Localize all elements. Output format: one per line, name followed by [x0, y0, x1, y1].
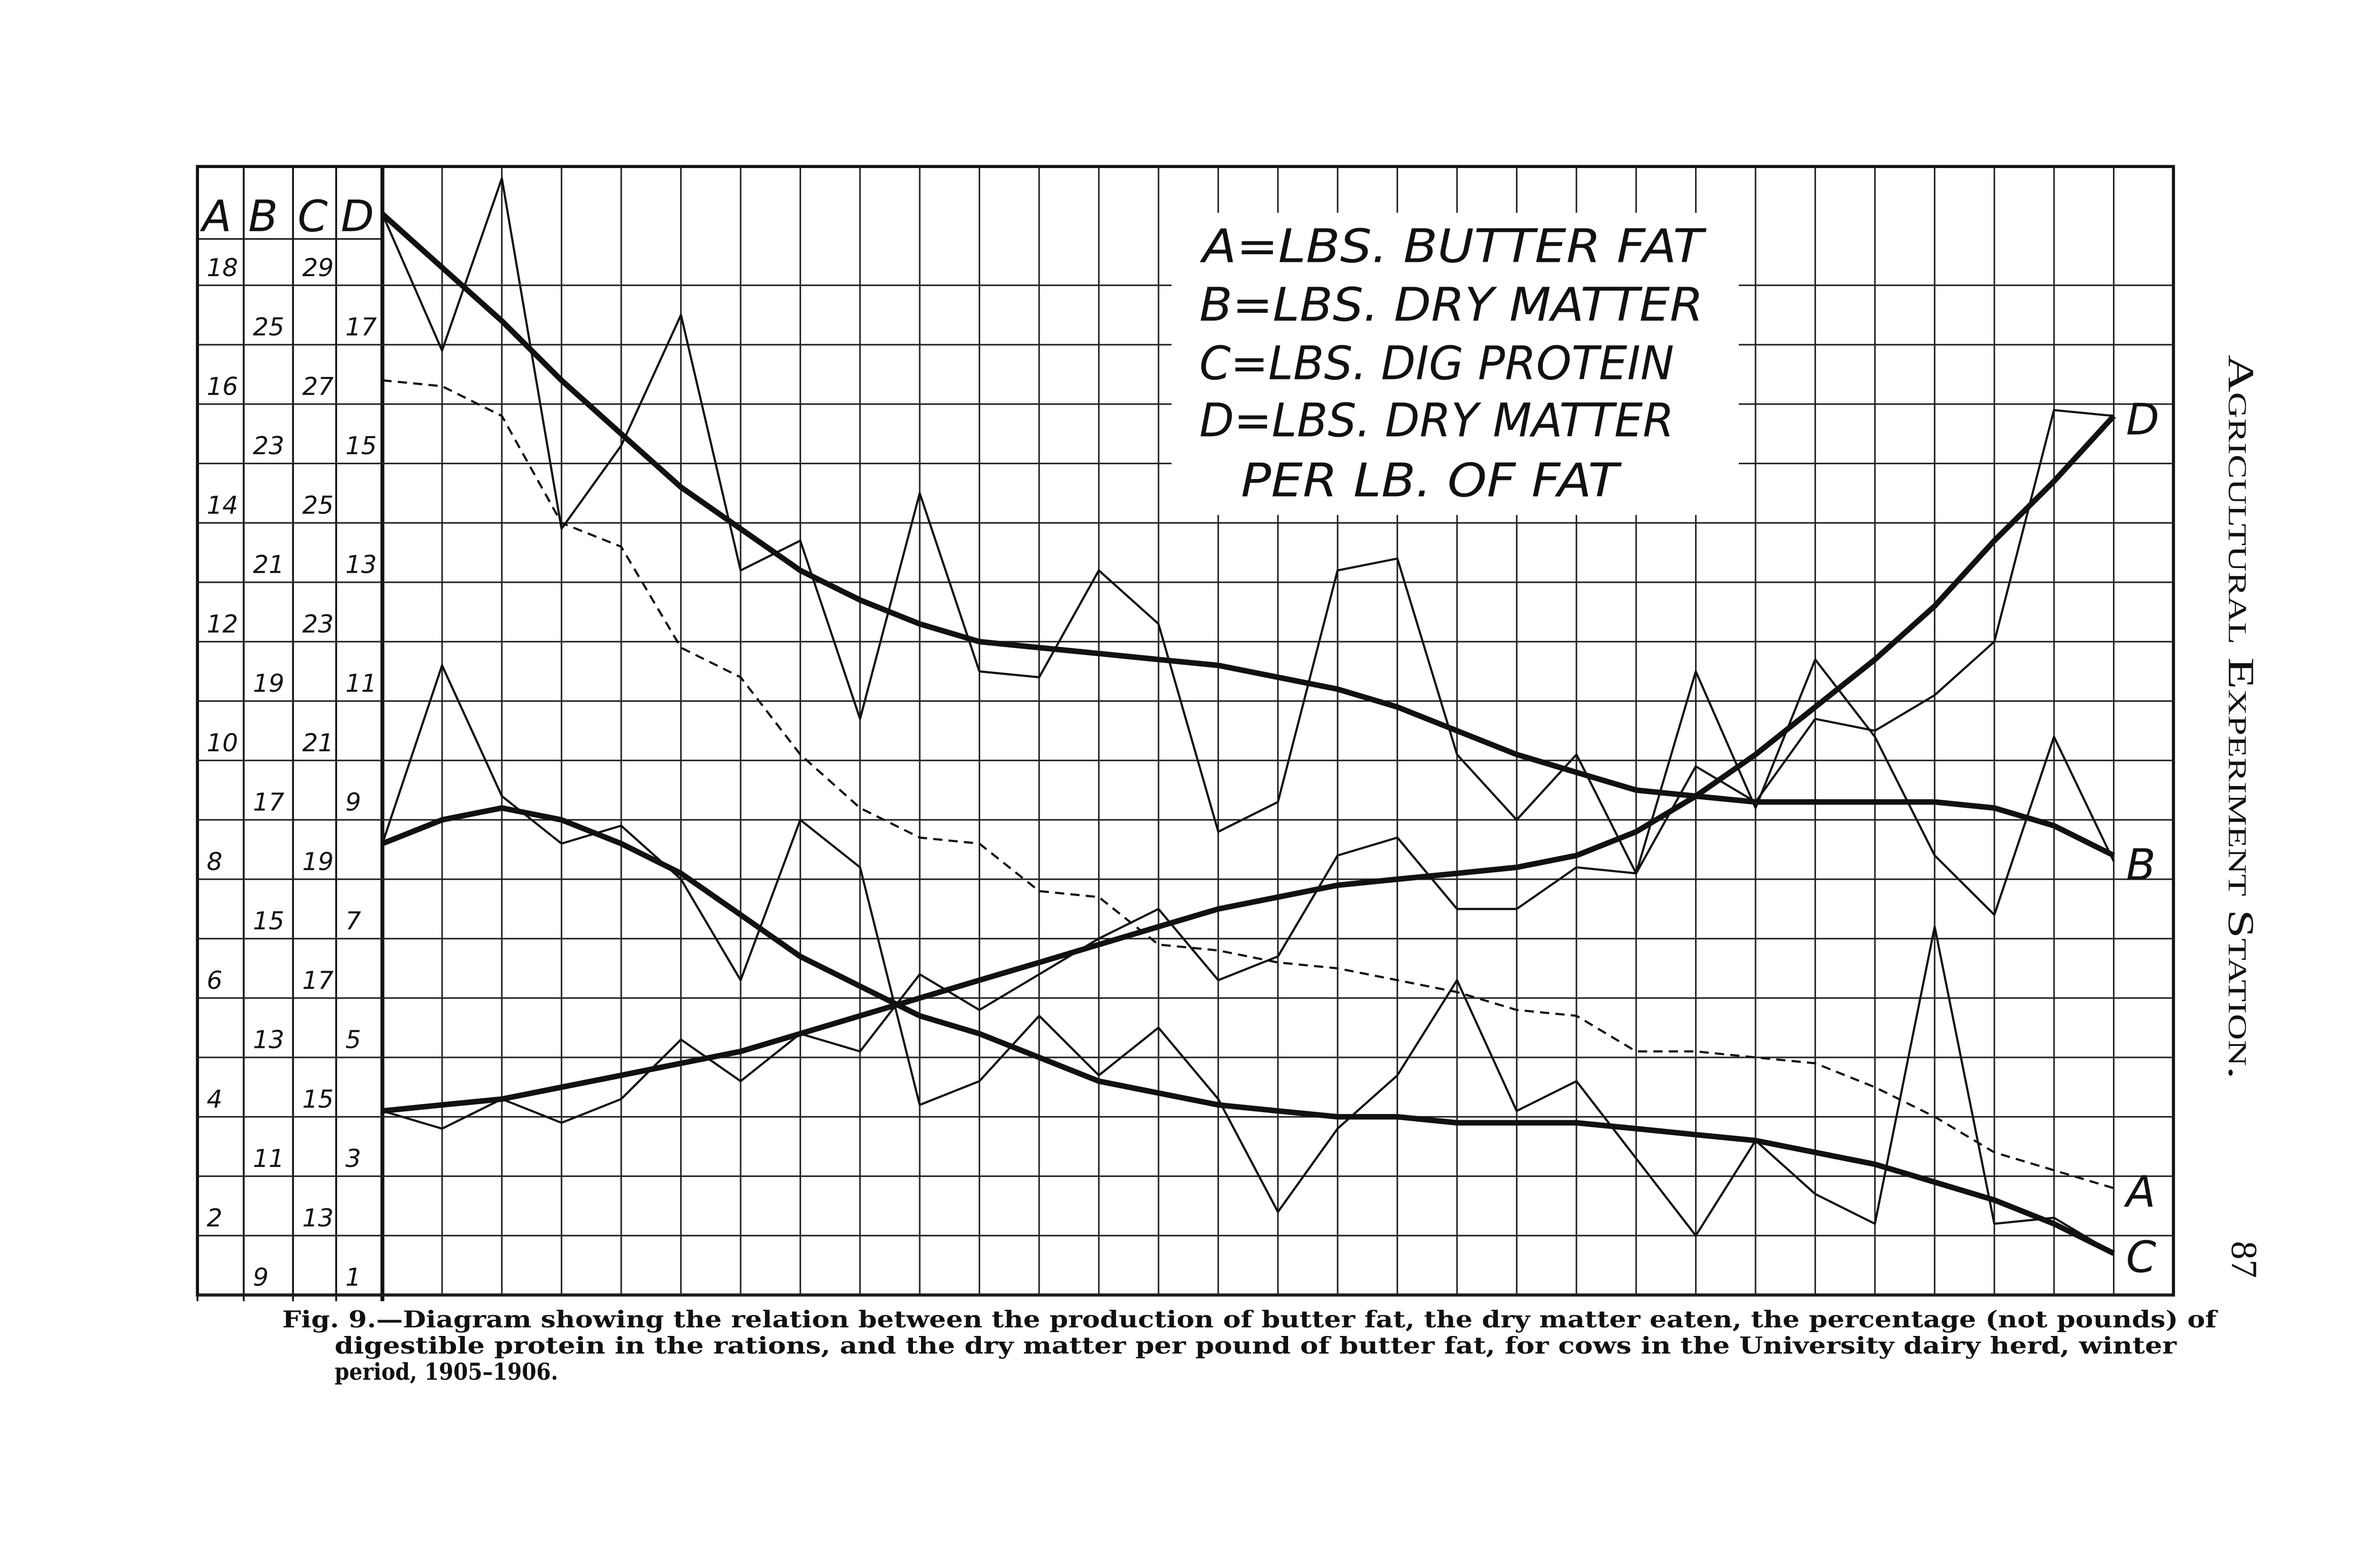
y-tick-label: 17	[253, 788, 284, 817]
legend-line: B=LBS. DRY MATTER	[1200, 278, 1704, 332]
y-tick-label: 29	[302, 254, 334, 282]
y-tick-label: 5	[346, 1026, 361, 1055]
y-tick-label: 9	[346, 788, 361, 817]
series-line	[381, 177, 2115, 916]
y-tick-label: 18	[207, 254, 238, 282]
y-tick-label: 10	[207, 729, 238, 757]
y-tick-label: 11	[346, 669, 377, 698]
trend-line	[380, 212, 2115, 858]
y-tick-label: 23	[302, 610, 334, 638]
y-tick-label: 21	[253, 551, 284, 579]
series-line	[382, 379, 2114, 1189]
y-tick-label: 7	[346, 907, 361, 936]
y-tick-label: 15	[346, 432, 377, 460]
y-tick-label: 27	[302, 372, 334, 401]
series-end-label: D	[2126, 395, 2160, 445]
y-tick-label: 25	[302, 491, 334, 520]
y-tick-label: 4	[207, 1085, 222, 1114]
y-tick-label: 15	[253, 907, 284, 936]
axis-header: B	[248, 192, 278, 242]
y-tick-label: 6	[207, 966, 222, 995]
y-tick-label: 13	[302, 1204, 334, 1233]
y-tick-label: 21	[302, 729, 334, 757]
y-tick-label: 25	[253, 313, 284, 342]
caption-line: period, 1905–1906.	[335, 1358, 558, 1385]
y-tick-label: 9	[253, 1264, 268, 1292]
y-tick-label: 1	[346, 1264, 361, 1292]
series-line	[382, 409, 2114, 1130]
y-tick-label: 13	[253, 1026, 284, 1055]
legend-line: PER LB. OF FAT	[1241, 454, 1622, 508]
caption-line: digestible protein in the rations, and t…	[335, 1332, 2177, 1359]
legend-line: A=LBS. BUTTER FAT	[1200, 219, 1707, 273]
running-head: Agricultural Experiment Station.	[2221, 355, 2262, 1079]
legend-line: C=LBS. DIG PROTEIN	[1200, 337, 1674, 390]
y-tick-label: 13	[346, 551, 377, 579]
series-end-label: A	[2124, 1167, 2156, 1217]
series-end-label: C	[2126, 1233, 2156, 1283]
lines	[380, 177, 2116, 1256]
y-tick-label: 19	[253, 669, 284, 698]
y-tick-label: 3	[346, 1145, 361, 1173]
axis-header: C	[298, 192, 327, 242]
y-tick-label: 23	[253, 432, 284, 460]
y-tick-label: 8	[207, 847, 222, 876]
caption-line: Fig. 9.—Diagram showing the relation bet…	[282, 1306, 2218, 1333]
y-tick-label: 12	[207, 610, 238, 638]
y-tick-label: 16	[207, 372, 238, 401]
trend-line	[381, 805, 2115, 1256]
legend-box	[1171, 212, 1739, 515]
axis-header: A	[200, 192, 232, 242]
y-tick-label: 17	[302, 966, 334, 995]
axis-header: D	[341, 192, 374, 242]
y-tick-label: 2	[207, 1204, 222, 1233]
y-tick-label: 19	[302, 847, 334, 876]
y-tick-label: 11	[253, 1145, 284, 1173]
labels: A24681012141618B91113151719212325C131517…	[200, 192, 2160, 1292]
series-end-label: B	[2126, 840, 2156, 890]
y-tick-label: 15	[302, 1085, 334, 1114]
page-number: 87	[2224, 1241, 2265, 1278]
legend-line: D=LBS. DRY MATTER	[1200, 393, 1674, 447]
y-tick-label: 17	[346, 313, 377, 342]
y-tick-label: 14	[207, 491, 238, 520]
trend-line	[382, 414, 2116, 1114]
